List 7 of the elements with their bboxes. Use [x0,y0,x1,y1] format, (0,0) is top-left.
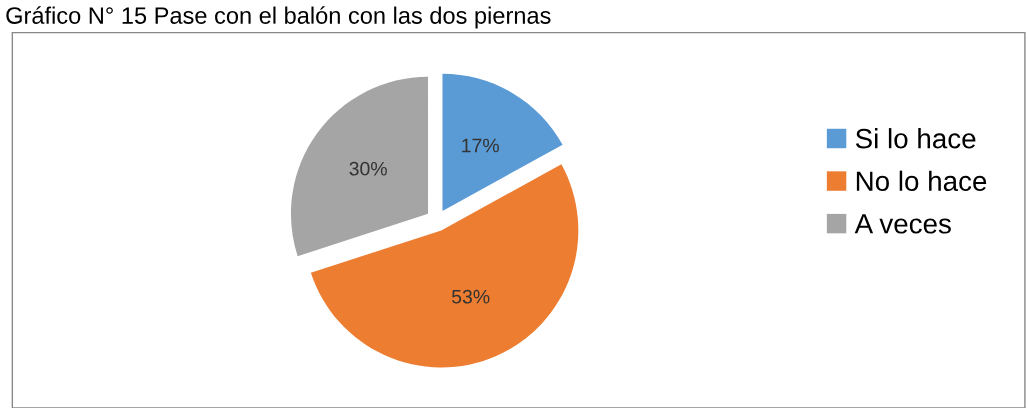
legend-label: No lo hace [856,170,987,192]
data-label: 30% [349,161,387,176]
chart-title: Gráfico N° 15 Pase con el balón con las dos piernas [6,6,551,29]
data-label: 17% [462,138,499,153]
legend-label: Si lo hace [855,128,976,149]
data-label: 53% [451,289,490,304]
legend-label: A veces [854,214,951,234]
